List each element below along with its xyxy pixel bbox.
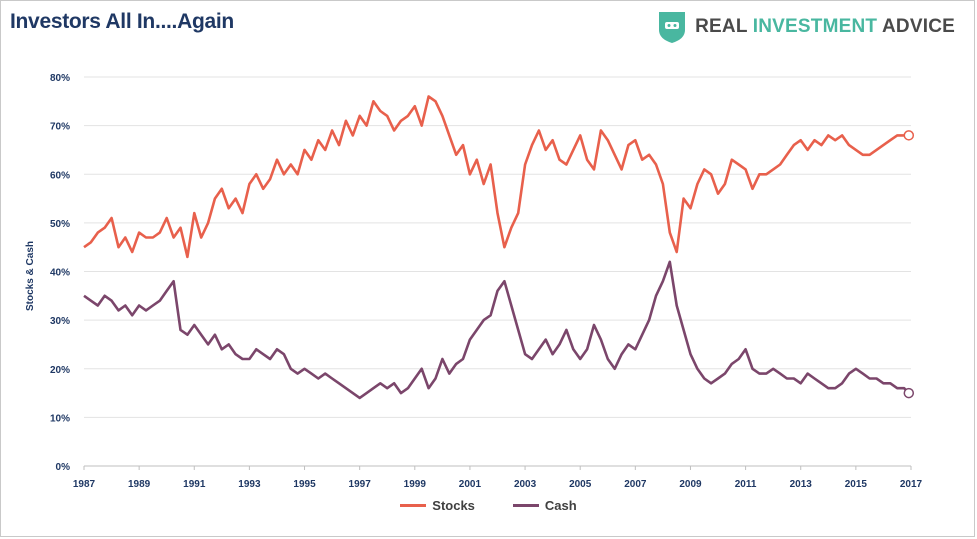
- y-tick-label: 70%: [50, 122, 70, 133]
- y-tick-label: 0%: [56, 462, 71, 473]
- end-marker-stocks: [903, 130, 915, 141]
- end-marker-cash: [903, 387, 915, 399]
- chart-title: Investors All In....Again: [10, 10, 234, 33]
- x-tick-label: 1997: [349, 479, 372, 490]
- x-tick-label: 2015: [845, 479, 868, 490]
- x-tick-label: 2003: [514, 479, 537, 490]
- x-tick-label: 2009: [679, 479, 702, 490]
- x-tick-label: 2013: [790, 479, 813, 490]
- y-tick-label: 20%: [50, 365, 70, 376]
- y-tick-label: 60%: [50, 170, 70, 181]
- x-tick-label: 1999: [404, 479, 427, 490]
- series-line-cash: [83, 260, 910, 400]
- legend-swatch-cash: [512, 504, 539, 507]
- x-tick-label: 1989: [128, 479, 151, 490]
- x-tick-label: 1993: [238, 479, 261, 490]
- y-tick-label: 30%: [50, 316, 70, 327]
- x-tick-label: 2011: [735, 479, 757, 490]
- x-tick-label: 1987: [73, 479, 96, 490]
- y-axis: 0% 10% 20% 30% 40% 50% 60% 70% 80%: [50, 73, 70, 473]
- y-tick-label: 40%: [50, 268, 70, 279]
- y-tick-label: 50%: [50, 219, 70, 230]
- legend-label-stocks: Stocks: [432, 498, 475, 513]
- brand-shield-icon: [659, 12, 686, 43]
- legend-label-cash: Cash: [544, 498, 577, 513]
- x-tick-label: 2007: [624, 479, 647, 490]
- legend-item-stocks: Stocks: [400, 498, 475, 513]
- x-tick-label: 2017: [900, 479, 923, 490]
- x-tick-label: 2001: [459, 479, 482, 490]
- series-line-stocks: [83, 95, 909, 259]
- brand-logo: REAL INVESTMENT ADVICE: [657, 10, 955, 44]
- legend-item-cash: Cash: [512, 498, 577, 513]
- legend: Stocks Cash: [0, 498, 977, 513]
- y-tick-label: 80%: [50, 73, 70, 84]
- x-tick-label: 1995: [293, 479, 316, 490]
- series-lines: [83, 95, 915, 400]
- x-tick-label: 2005: [569, 479, 592, 490]
- x-axis: 1987 1989 1991 1993 1995 1997 1999 2001 2003 2005…: [73, 466, 923, 490]
- gridlines: [84, 76, 911, 467]
- x-tick-label: 1991: [183, 479, 206, 490]
- brand-name: REAL INVESTMENT ADVICE: [695, 16, 955, 37]
- y-axis-label: Stocks & Cash: [25, 241, 36, 311]
- y-tick-label: 10%: [50, 413, 70, 424]
- legend-swatch-stocks: [400, 504, 427, 507]
